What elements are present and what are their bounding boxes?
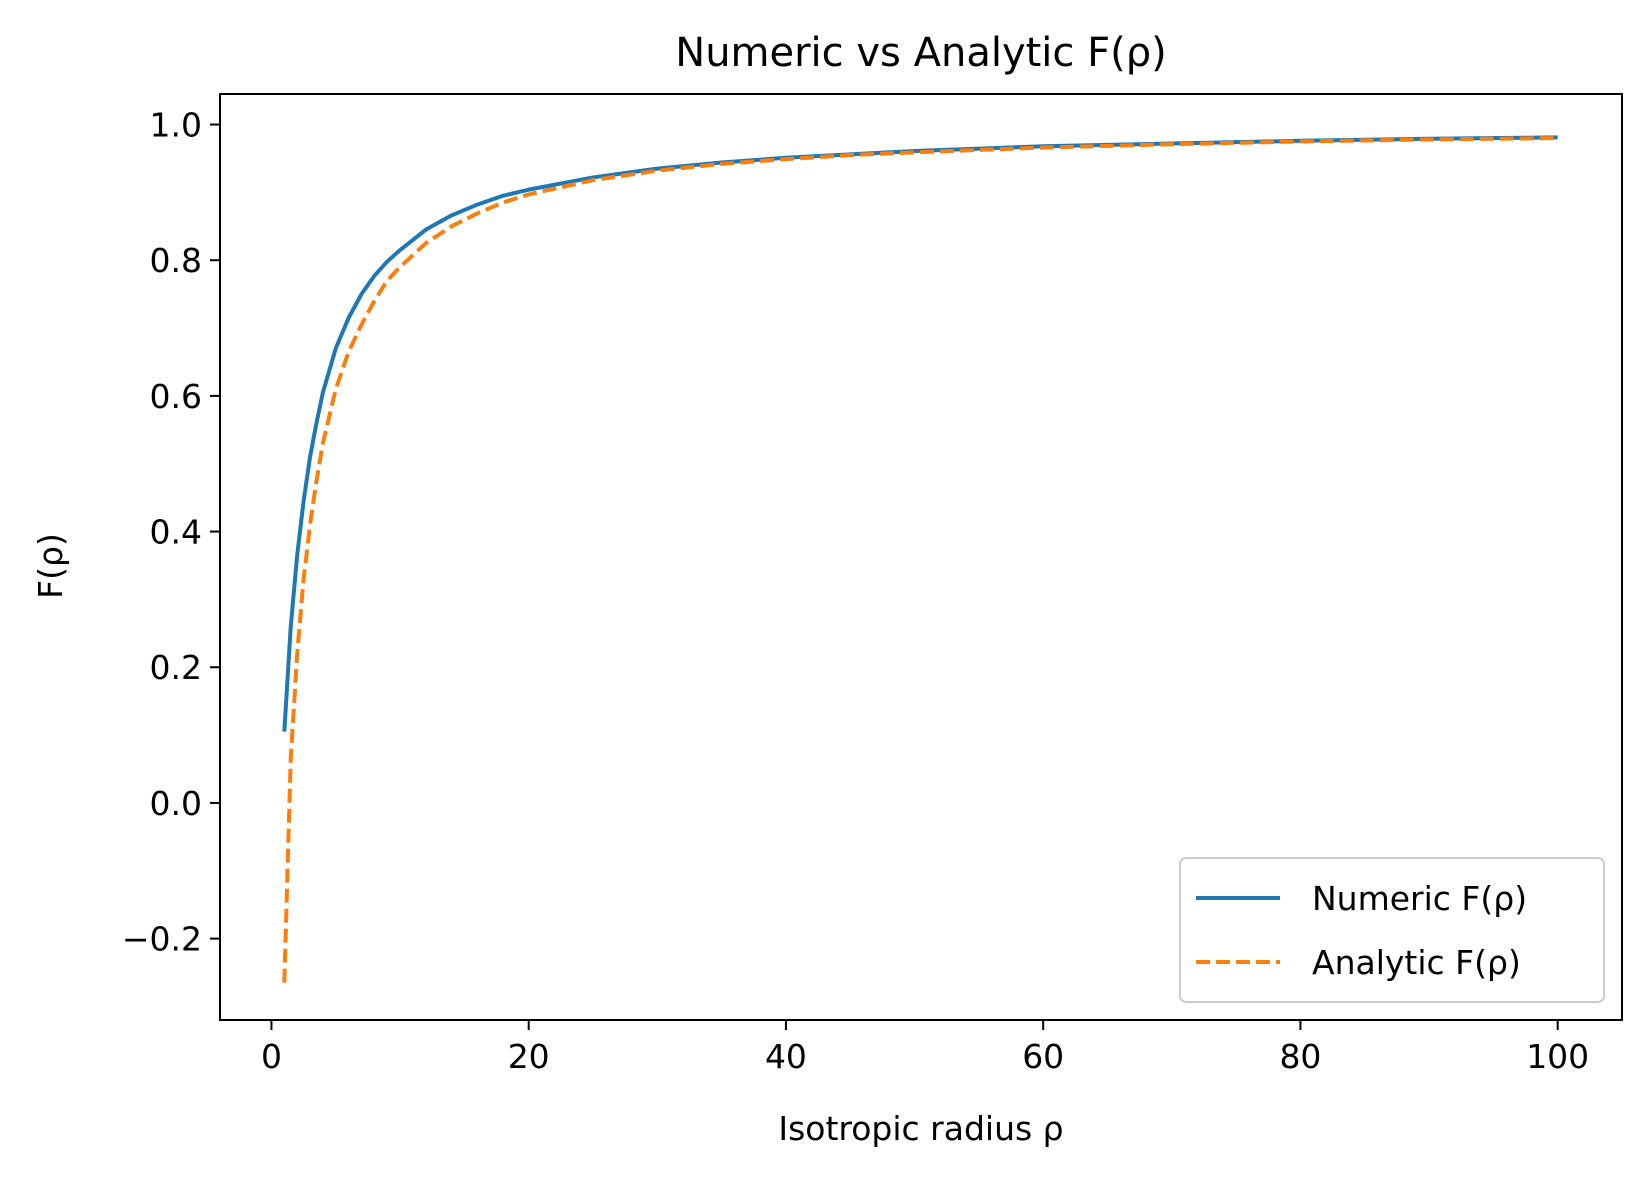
- y-tick-label: −0.2: [122, 920, 202, 959]
- y-tick-label: 0.0: [150, 784, 202, 823]
- y-tick-label: 0.6: [150, 377, 202, 416]
- plot-frame: [219, 93, 1623, 1021]
- plot-area: [282, 135, 1558, 983]
- series-line-2: [282, 136, 1558, 983]
- legend-label: Analytic F(ρ): [1312, 943, 1521, 982]
- series-line-1: [282, 135, 1558, 732]
- x-tick-label: 40: [765, 1037, 807, 1076]
- y-axis: −0.2 0.0 0.2 0.4 0.6 0.8 1.0: [122, 106, 220, 959]
- x-tick-label: 80: [1279, 1037, 1321, 1076]
- y-tick-label: 0.8: [150, 241, 202, 280]
- y-tick-label: 0.2: [150, 648, 202, 687]
- legend: Numeric F(ρ) Analytic F(ρ): [1179, 857, 1605, 1003]
- y-tick-label: 1.0: [150, 106, 202, 145]
- legend-label: Numeric F(ρ): [1312, 879, 1527, 918]
- x-tick-label: 20: [508, 1037, 550, 1076]
- x-axis-title: Isotropic radius ρ: [778, 1109, 1063, 1148]
- x-axis: 0 20 40 60 80 100: [261, 1020, 1589, 1076]
- x-tick-label: 0: [261, 1037, 282, 1076]
- x-tick-label: 100: [1526, 1037, 1589, 1076]
- x-tick-label: 60: [1022, 1037, 1064, 1076]
- legend-box: [1179, 857, 1605, 1003]
- y-tick-label: 0.4: [150, 513, 202, 552]
- y-axis-title: F(ρ): [31, 533, 70, 599]
- chart-title: Numeric vs Analytic F(ρ): [675, 30, 1166, 76]
